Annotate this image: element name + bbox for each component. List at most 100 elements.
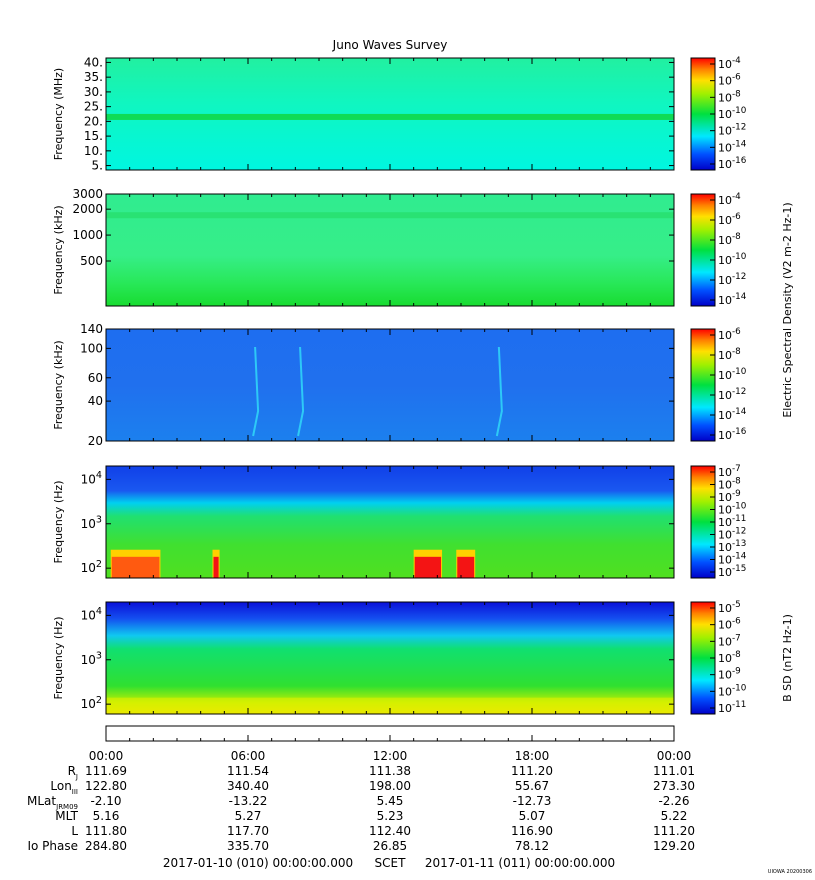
ephemeris-value: 5.45: [377, 794, 404, 808]
y-tick-label: 104: [81, 470, 102, 486]
colorbar-tick-label: 10-11: [718, 514, 746, 529]
ephemeris-value: 111.38: [369, 764, 411, 778]
ephemeris-value: 78.12: [515, 839, 549, 853]
ephemeris-value: 5.16: [93, 809, 120, 823]
y-axis-label: Frequency (Hz): [52, 481, 65, 564]
ephemeris-value: 111.54: [227, 764, 269, 778]
time-tick-label: 00:00: [657, 749, 692, 763]
spectrogram-background: [106, 329, 674, 441]
colorbar-tick-label: 10-14: [718, 292, 747, 307]
time-tick-label: 06:00: [231, 749, 266, 763]
ephemeris-value: 335.70: [227, 839, 269, 853]
range-end: 2017-01-11 (011) 00:00:00.000: [425, 856, 615, 870]
colorbar: [690, 328, 716, 442]
ephemeris-value: -2.10: [90, 794, 121, 808]
colorbar-tick-label: 10-8: [718, 232, 741, 247]
colorbar-tick-label: 10-6: [718, 73, 741, 88]
colorbar-tick-label: 10-16: [718, 156, 747, 171]
emission-burst: [414, 556, 442, 578]
ephemeris-value: 129.20: [653, 839, 695, 853]
colorbar-tick-label: 10-12: [718, 123, 746, 138]
ephemeris-value: 117.70: [227, 824, 269, 838]
emission-burst: [457, 556, 475, 578]
colorbar-tick-label: 10-6: [718, 617, 741, 632]
y-tick-label: 35.: [84, 70, 103, 84]
y-tick-label: 20: [88, 434, 103, 448]
y-tick-label: 104: [81, 606, 102, 622]
ephemeris-value: -2.26: [658, 794, 689, 808]
y-tick-label: 20.: [84, 114, 103, 128]
colorbar-tick-label: 10-10: [718, 106, 747, 121]
ephemeris-value: 111.01: [653, 764, 695, 778]
colorbar-tick-label: 10-8: [718, 89, 741, 104]
colorbar-tick-label: 10-9: [718, 667, 741, 682]
y-tick-label: 40: [88, 394, 103, 408]
ephemeris-value: 111.69: [85, 764, 127, 778]
figure-title: Juno Waves Survey: [332, 38, 448, 52]
ephemeris-value: 198.00: [369, 779, 411, 793]
y-tick-label: 40.: [84, 55, 103, 69]
ephemeris-value: 116.90: [511, 824, 553, 838]
emission-band: [106, 212, 674, 219]
ephemeris-row-label: MLatJRM09: [27, 794, 78, 811]
colorbar-tick-label: 10-9: [718, 489, 741, 504]
y-tick-label: 60: [88, 371, 103, 385]
colorbar-tick-label: 10-14: [718, 407, 747, 422]
colorbar-tick-label: 10-8: [718, 477, 741, 492]
spectrogram-background: [106, 194, 674, 306]
y-tick-label: 500: [80, 254, 103, 268]
emission-spike: [495, 346, 503, 437]
y-axis-label: Frequency (MHz): [52, 68, 65, 160]
y-tick-label: 30.: [84, 85, 103, 99]
colorbar-tick-label: 10-7: [718, 464, 741, 479]
colorbar-tick-label: 10-12: [718, 527, 746, 542]
y-tick-label: 1000: [72, 228, 103, 242]
ephemeris-row-label: L: [71, 824, 78, 838]
y-tick-label: 25.: [84, 100, 103, 114]
ephemeris-value: 273.30: [653, 779, 695, 793]
emission-burst: [213, 556, 219, 578]
colorbar-tick-label: 10-10: [718, 252, 747, 267]
ephemeris-value: 122.80: [85, 779, 127, 793]
ephemeris-row-label: LonIII: [50, 779, 78, 796]
ephemeris-value: 111.80: [85, 824, 127, 838]
colorbar-tick-label: 10-14: [718, 552, 747, 567]
ephemeris-value: 111.20: [511, 764, 553, 778]
ephemeris-value: 5.27: [235, 809, 262, 823]
y-tick-label: 5.: [92, 159, 103, 173]
colorbar-tick-label: 10-10: [718, 502, 747, 517]
colorbar-tick-label: 10-8: [718, 347, 741, 362]
y-tick-label: 10.: [84, 144, 103, 158]
ephemeris-value: 340.40: [227, 779, 269, 793]
colorbar-tick-label: 10-10: [718, 367, 747, 382]
y-tick-label: 102: [81, 695, 102, 711]
colorbar-tick-label: 10-10: [718, 683, 747, 698]
ephemeris-row-label: Io Phase: [27, 839, 78, 853]
ephemeris-value: 55.67: [515, 779, 549, 793]
ephemeris-value: -12.73: [513, 794, 552, 808]
y-axis-label: Frequency (kHz): [52, 340, 65, 429]
colorbar-tick-label: 10-6: [718, 327, 741, 342]
y-axis-label: Frequency (Hz): [52, 617, 65, 700]
time-tick-label: 18:00: [515, 749, 550, 763]
colorbar-tick-label: 10-12: [718, 272, 746, 287]
y-tick-label: 140: [80, 322, 103, 336]
time-tick-label: 00:00: [89, 749, 124, 763]
spectrogram-panel-3: 20 40 60 100 140 Frequency (kHz) 10-6 10-8 10-10…: [52, 322, 747, 448]
y-tick-label: 15.: [84, 129, 103, 143]
emission-band: [106, 113, 674, 120]
y-tick-label: 103: [81, 514, 102, 530]
ephemeris-value: 5.23: [377, 809, 404, 823]
colorbar-tick-label: 10-13: [718, 539, 746, 554]
range-scet: SCET: [375, 856, 407, 870]
y-axis-label: Frequency (kHz): [52, 205, 65, 294]
time-tick-label: 12:00: [373, 749, 408, 763]
ephemeris-value: 284.80: [85, 839, 127, 853]
emission-spike: [252, 346, 260, 437]
y-tick-label: 103: [81, 650, 102, 666]
colorbar-tick-label: 10-6: [718, 212, 741, 227]
y-tick-label: 2000: [72, 202, 103, 216]
colorbar-tick-label: 10-4: [718, 192, 741, 207]
